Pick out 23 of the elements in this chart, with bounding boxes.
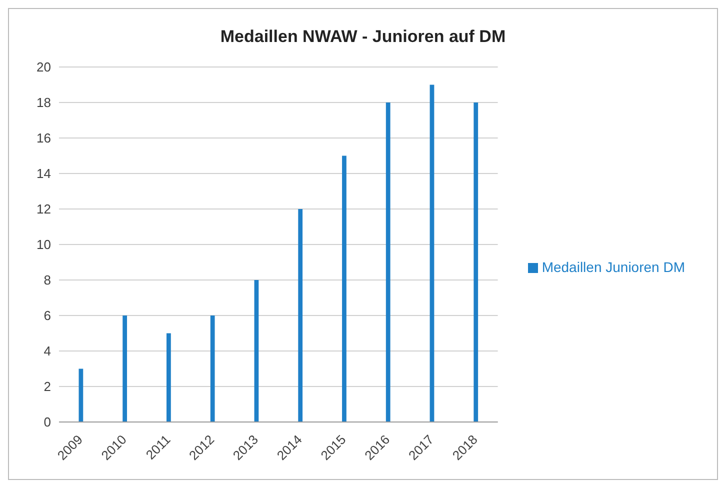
bar (122, 316, 128, 422)
y-tick-label: 16 (36, 130, 51, 146)
y-tick-label: 14 (36, 166, 51, 182)
y-tick-label: 18 (36, 95, 51, 110)
y-tick-label: 2 (44, 379, 51, 394)
legend-label: Medaillen Junioren DM (542, 259, 685, 275)
y-tick-label: 0 (44, 414, 51, 430)
y-tick-label: 4 (44, 344, 51, 359)
bar (430, 84, 434, 422)
bar (166, 333, 171, 422)
y-tick-label: 20 (36, 60, 51, 75)
bar (78, 368, 84, 422)
y-tick-label: 6 (44, 308, 51, 324)
y-tick-label: 8 (44, 272, 51, 288)
chart-title: Medaillen NWAW - Junioren auf DM (219, 26, 507, 48)
y-tick-label: 12 (36, 202, 51, 217)
bar (298, 209, 303, 422)
bar (474, 102, 478, 422)
bar (342, 156, 346, 422)
bar (254, 280, 259, 422)
y-tick-label: 10 (36, 237, 51, 252)
bar (386, 102, 390, 422)
bar (210, 316, 215, 422)
